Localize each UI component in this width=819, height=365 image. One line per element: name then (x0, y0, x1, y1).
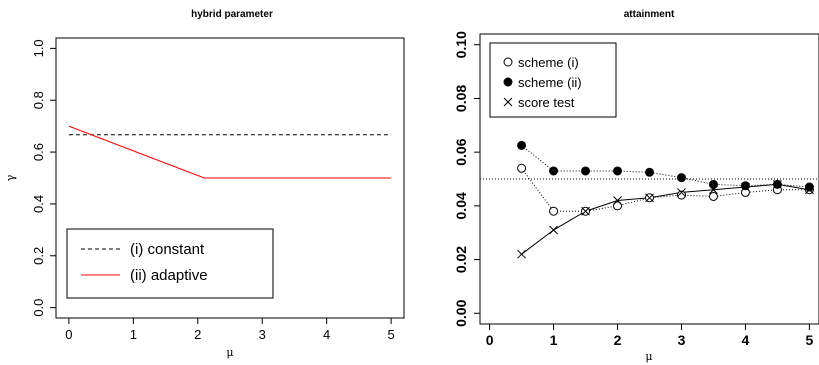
right-series-0-point-3 (613, 201, 623, 211)
right-legend: scheme (i) scheme (ii) score test (489, 42, 617, 118)
right-y-tick-label-2: 0.04 (453, 192, 469, 219)
right-series-2-point-8 (773, 180, 782, 189)
legend-label-adaptive: (ii) adaptive (130, 267, 208, 284)
left-y-tick-label-5: 1.0 (31, 39, 46, 57)
left-x-tick-label-1: 1 (130, 327, 137, 342)
right-series-2-point-7 (741, 182, 750, 192)
right-series-2-point-6 (709, 185, 718, 195)
left-plot-frame (55, 37, 405, 319)
left-y-tick-label-3: 0.6 (31, 143, 46, 161)
left-x-tick-label-0: 0 (65, 327, 72, 342)
right-series-2-point-4 (645, 193, 654, 203)
left-x-tick-label-2: 2 (194, 327, 201, 342)
left-legend-box (66, 228, 274, 299)
left-y-axis: 0.0 0.2 0.4 0.6 0.8 1.0 (31, 39, 56, 317)
right-series-1-point-9 (804, 182, 814, 192)
left-y-tick-label-4: 0.8 (31, 91, 46, 109)
left-y-tick-label-2: 0.4 (31, 195, 46, 213)
legend-marker-scheme-i (503, 57, 513, 67)
right-series-2-point-1 (549, 225, 558, 235)
legend-marker-scheme-ii (503, 77, 513, 87)
right-series-1-point-5 (676, 173, 686, 183)
right-chart-title: attainment (624, 9, 675, 20)
right-x-tick-label-4: 4 (742, 332, 750, 348)
right-series-line-1 (521, 145, 810, 188)
right-y-tick-label-5: 0.10 (453, 31, 469, 58)
right-series-2-point-0 (517, 249, 526, 259)
right-series-0-point-5 (676, 190, 686, 200)
right-series-1-point-0 (517, 140, 527, 150)
right-y-tick-label-1: 0.02 (453, 246, 469, 273)
left-x-axis: 0 1 2 3 4 5 (65, 318, 395, 342)
right-x-tick-label-0: 0 (486, 332, 494, 348)
right-series-1-point-7 (740, 181, 750, 191)
right-series-group (517, 140, 814, 259)
right-series-0-point-0 (517, 163, 527, 173)
left-x-tick-label-4: 4 (323, 327, 330, 342)
right-series-1-point-2 (581, 166, 591, 176)
right-x-axis: 0 1 2 3 4 5 (486, 324, 814, 348)
right-series-1-point-4 (645, 167, 654, 177)
left-y-tick-label-1: 0.2 (31, 247, 46, 265)
legend-marker-score-test (503, 97, 513, 107)
legend-label-scheme-i: scheme (i) (518, 55, 579, 70)
right-series-2-point-2 (581, 206, 590, 216)
right-series-2-point-5 (677, 188, 686, 197)
left-series-line-1 (68, 125, 392, 179)
right-series-2-point-9 (805, 185, 814, 195)
right-series-1-point-6 (708, 179, 718, 189)
right-y-tick-label-3: 0.06 (453, 138, 469, 165)
right-series-2-point-3 (613, 196, 622, 205)
legend-label-constant: (i) constant (130, 241, 205, 258)
left-x-axis-label: μ (226, 346, 233, 359)
left-legend: (i) constant (ii) adaptive (66, 228, 274, 299)
left-y-tick-label-0: 0.0 (31, 299, 46, 317)
right-series-1-point-3 (613, 166, 623, 176)
right-series-0-point-1 (549, 206, 559, 216)
right-y-axis: 0.00 0.02 0.04 0.06 0.08 0.10 (453, 31, 480, 327)
right-x-tick-label-1: 1 (550, 332, 558, 348)
left-x-tick-label-5: 5 (387, 327, 394, 342)
left-panel: hybrid parameter 0 1 2 3 4 5 0.0 0.2 0.4 0.6 0.8 1… (4, 9, 405, 359)
right-x-tick-label-5: 5 (806, 332, 814, 348)
right-series-line-2 (521, 183, 810, 255)
left-x-tick-label-3: 3 (259, 327, 266, 342)
right-series-1-point-1 (549, 166, 559, 176)
legend-label-scheme-ii: scheme (ii) (518, 75, 582, 90)
left-series-group (68, 125, 392, 179)
right-series-0-point-6 (708, 191, 718, 201)
right-y-tick-label-4: 0.08 (453, 85, 469, 112)
right-x-axis-label: μ (645, 350, 652, 363)
right-y-tick-label-0: 0.00 (453, 299, 469, 326)
right-x-tick-label-2: 2 (614, 332, 622, 348)
right-series-line-0 (521, 167, 810, 212)
left-y-axis-label: γ (4, 174, 17, 181)
left-chart-title: hybrid parameter (191, 9, 273, 20)
right-x-tick-label-3: 3 (678, 332, 686, 348)
legend-label-score-test: score test (518, 95, 575, 110)
